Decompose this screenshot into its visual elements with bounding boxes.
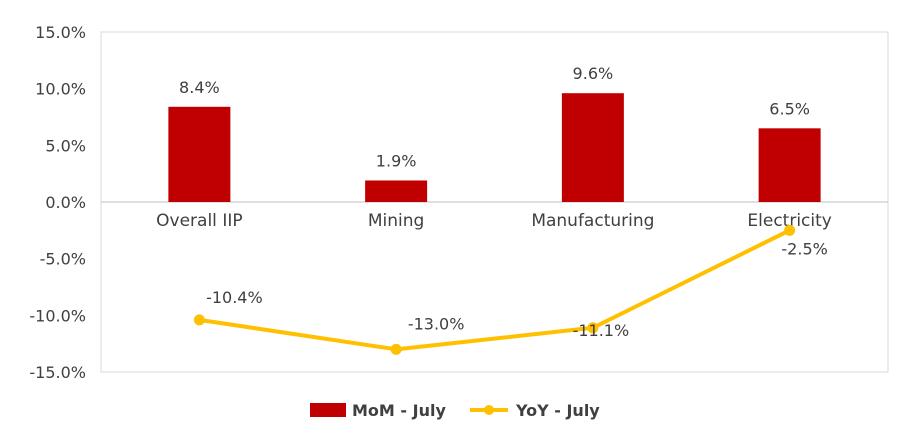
bar [758,128,821,202]
yoy-line [197,228,792,352]
y-tick-label: -5.0% [40,250,86,269]
legend-label-yoy: YoY - July [515,401,600,420]
y-tick-label: -15.0% [29,363,86,382]
y-tick-label: 10.0% [35,80,86,99]
line-data-label: -2.5% [781,239,827,258]
y-tick-label: 15.0% [35,23,86,42]
category-label: Overall IIP [156,211,242,231]
legend-swatch-mom [310,403,346,417]
bar [365,180,428,202]
bar-series [168,93,821,202]
category-label: Mining [368,211,424,231]
line-point [193,314,205,326]
bar [561,93,624,202]
line-data-label: -10.4% [206,288,263,307]
bar-data-label: 9.6% [573,64,614,83]
line-series [193,224,796,355]
line-data-label: -11.1% [573,321,630,340]
line-point [784,224,796,236]
y-tick-label: 0.0% [45,193,86,212]
legend-label-mom: MoM - July [352,401,446,420]
x-axis: Overall IIP Mining Manufacturing Electricit… [156,211,832,231]
line-data-labels: -10.4% -13.0% -11.1% -2.5% [206,239,828,339]
line-point [390,343,402,355]
line-data-label: -13.0% [408,314,465,333]
bar-data-labels: 8.4% 1.9% 9.6% 6.5% [179,64,810,170]
bar-data-label: 1.9% [376,151,417,170]
legend-marker-yoy [484,405,494,415]
line-point [587,322,599,334]
legend: MoM - July YoY - July [310,401,600,420]
bar-data-label: 6.5% [769,99,810,118]
category-label: Manufacturing [531,211,654,231]
bar [168,106,231,202]
bar-data-label: 8.4% [179,78,220,97]
category-label: Electricity [747,211,831,231]
y-axis: 15.0% 10.0% 5.0% 0.0% -5.0% -10.0% -15.0% [29,23,86,382]
y-tick-label: 5.0% [45,136,86,155]
y-tick-label: -10.0% [29,306,86,325]
